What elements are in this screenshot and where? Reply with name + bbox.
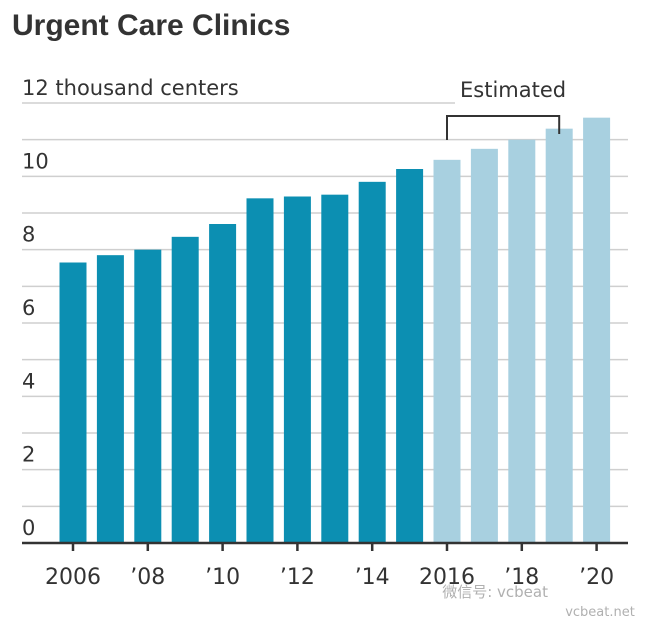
bar-2016 <box>433 159 461 544</box>
bar-2007 <box>96 255 124 543</box>
y-tick-label: 12 thousand centers <box>22 76 239 100</box>
x-tick-label: ’20 <box>579 565 614 590</box>
x-tick-label: ’12 <box>280 565 315 590</box>
x-tick-label: ’18 <box>504 565 539 590</box>
bar-2006 <box>59 262 87 543</box>
estimated-label: Estimated <box>460 78 566 102</box>
bar-2014 <box>358 181 386 544</box>
y-tick-label: 2 <box>22 443 35 467</box>
estimated-bracket <box>446 115 561 140</box>
bar-2011 <box>246 198 274 544</box>
estimated-annotation: Estimated <box>446 78 566 140</box>
x-tick-label: 2006 <box>45 565 101 590</box>
watermark-subtext: vcbeat.net <box>565 605 635 620</box>
y-tick-label: 0 <box>22 516 35 540</box>
bar-2013 <box>321 194 349 543</box>
bar-2008 <box>134 249 162 543</box>
x-tick-label: ’14 <box>355 565 390 590</box>
watermark-text: 微信号: vcbeat <box>442 583 548 601</box>
bar-2009 <box>171 236 199 544</box>
x-tick-label: 2016 <box>419 565 475 590</box>
y-tick-labels: 0 2 4 6 8 10 12 thousand centers <box>22 76 239 540</box>
bar-2017 <box>470 148 498 544</box>
x-tick-label: ’10 <box>205 565 240 590</box>
x-tick-labels: 2006 ’08 ’10 ’12 ’14 2016 ’18 ’20 <box>45 543 614 590</box>
bars <box>59 117 611 544</box>
y-tick-label: 4 <box>22 369 35 393</box>
bar-2015 <box>396 169 424 543</box>
bar-2020 <box>583 117 611 544</box>
bar-2019 <box>545 128 573 543</box>
bar-2012 <box>283 196 311 543</box>
bar-2010 <box>209 224 237 543</box>
watermark: 微信号: vcbeat vcbeat.net <box>442 583 635 620</box>
chart-title: Urgent Care Clinics <box>12 9 290 42</box>
bar-2018 <box>508 139 536 543</box>
y-tick-label: 8 <box>22 223 35 247</box>
y-tick-label: 10 <box>22 149 49 173</box>
x-tick-label: ’08 <box>130 565 165 590</box>
y-tick-label: 6 <box>22 296 35 320</box>
